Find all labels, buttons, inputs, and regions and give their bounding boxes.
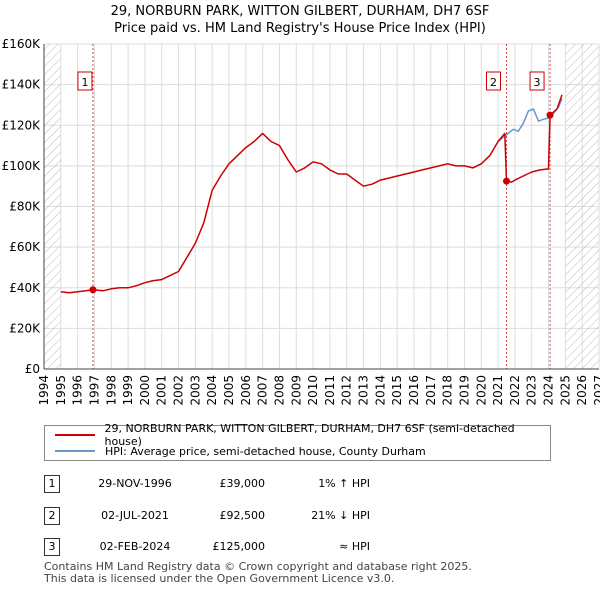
footer-license: This data is licensed under the Open Gov…	[44, 572, 395, 585]
x-tick-label: 2022	[508, 375, 522, 406]
chart-subtitle: Price paid vs. HM Land Registry's House …	[114, 21, 486, 36]
transaction-number: 3	[44, 538, 60, 556]
sale-label-number: 3	[534, 76, 541, 89]
x-tick-label: 1995	[54, 375, 68, 406]
hatched-region	[565, 44, 599, 369]
x-tick-label: 2011	[323, 375, 337, 406]
legend-label-hpi: HPI: Average price, semi-detached house,…	[105, 444, 426, 458]
x-tick-label: 1998	[104, 375, 118, 406]
y-tick-label: £80K	[9, 200, 41, 214]
transaction-row: 3 02-FEB-2024 £125,000 ≈ HPI	[0, 538, 600, 556]
x-tick-label: 2003	[188, 375, 202, 406]
transaction-row: 2 02-JUL-2021 £92,500 21% ↓ HPI	[0, 507, 600, 525]
property-price-line	[60, 94, 563, 294]
x-tick-label: 2006	[239, 375, 253, 406]
sale-label-box	[486, 71, 501, 91]
x-tick-label: 2027	[592, 375, 600, 406]
y-tick-label: £160K	[2, 37, 42, 51]
transaction-number: 2	[44, 507, 60, 525]
legend: 29, NORBURN PARK, WITTON GILBERT, DURHAM…	[44, 422, 551, 461]
y-tick-label: £60K	[9, 240, 41, 254]
x-tick-label: 2000	[138, 375, 152, 406]
transaction-number: 1	[44, 475, 60, 493]
chart-title: 29, NORBURN PARK, WITTON GILBERT, DURHAM…	[110, 4, 490, 19]
x-tick-label: 2023	[525, 375, 539, 406]
x-tick-label: 2009	[289, 375, 303, 406]
x-tick-label: 2012	[340, 375, 354, 406]
transaction-date: 02-JUL-2021	[101, 509, 169, 522]
x-tick-label: 1994	[37, 375, 51, 406]
transaction-date: 29-NOV-1996	[98, 477, 172, 490]
x-tick-label: 2013	[357, 375, 371, 406]
x-tick-label: 1999	[121, 375, 135, 406]
x-tick-label: 2024	[542, 375, 556, 406]
hpi-line	[497, 98, 563, 143]
x-tick-label: 2018	[441, 375, 455, 406]
transaction-price: £92,500	[219, 509, 266, 522]
x-tick-label: 2020	[474, 375, 488, 406]
x-tick-label: 1997	[87, 375, 101, 406]
sale-label-box	[529, 71, 545, 91]
price-chart: 1 2 3 £0 £20K £40K £60K £80K £100K £120K £140K £16…	[2, 37, 600, 406]
transaction-date: 02-FEB-2024	[99, 540, 171, 553]
legend-item-property: 29, NORBURN PARK, WITTON GILBERT, DURHAM…	[55, 422, 550, 448]
sale-point	[546, 111, 554, 119]
y-tick-label: £40K	[9, 281, 41, 295]
y-tick-label: £0	[25, 362, 40, 376]
sale-label-number: 1	[81, 76, 88, 89]
x-tick-label: 2007	[256, 375, 270, 406]
sale-label-number: 2	[490, 76, 497, 89]
x-tick-label: 2016	[407, 375, 421, 406]
transaction-hpi: ≈ HPI	[339, 540, 370, 553]
transaction-price: £125,000	[212, 540, 266, 553]
legend-item-hpi: HPI: Average price, semi-detached house,…	[55, 443, 426, 459]
legend-swatch-property	[55, 434, 95, 436]
footer-copyright: Contains HM Land Registry data © Crown c…	[44, 560, 472, 573]
x-tick-label: 2002	[172, 375, 186, 406]
transaction-row: 1 29-NOV-1996 £39,000 1% ↑ HPI	[0, 475, 600, 493]
x-tick-label: 1996	[71, 375, 85, 406]
x-tick-label: 2001	[155, 375, 169, 406]
legend-label-property: 29, NORBURN PARK, WITTON GILBERT, DURHAM…	[104, 422, 515, 448]
x-tick-label: 2014	[373, 375, 387, 406]
x-tick-label: 2025	[558, 375, 572, 406]
y-tick-label: £100K	[2, 159, 42, 173]
x-tick-label: 2008	[272, 375, 286, 406]
y-tick-label: £20K	[9, 321, 41, 335]
sale-label-box	[77, 71, 93, 91]
x-tick-label: 2004	[205, 375, 219, 406]
y-tick-label: £140K	[2, 78, 42, 92]
x-tick-label: 2010	[306, 375, 320, 406]
transaction-hpi: 21% ↓ HPI	[311, 509, 370, 522]
transaction-price: £39,000	[219, 477, 266, 490]
x-tick-label: 2017	[424, 375, 438, 406]
legend-swatch-hpi	[55, 450, 95, 452]
sale-point	[503, 177, 510, 185]
x-tick-label: 2005	[222, 375, 236, 406]
x-tick-label: 2015	[390, 375, 404, 406]
x-tick-label: 2026	[575, 375, 589, 406]
x-tick-label: 2019	[457, 375, 471, 406]
transaction-hpi: 1% ↑ HPI	[318, 477, 370, 490]
y-tick-label: £120K	[2, 118, 42, 132]
hatched-region	[44, 44, 61, 369]
x-tick-label: 2021	[491, 375, 505, 406]
sale-point	[89, 286, 97, 294]
